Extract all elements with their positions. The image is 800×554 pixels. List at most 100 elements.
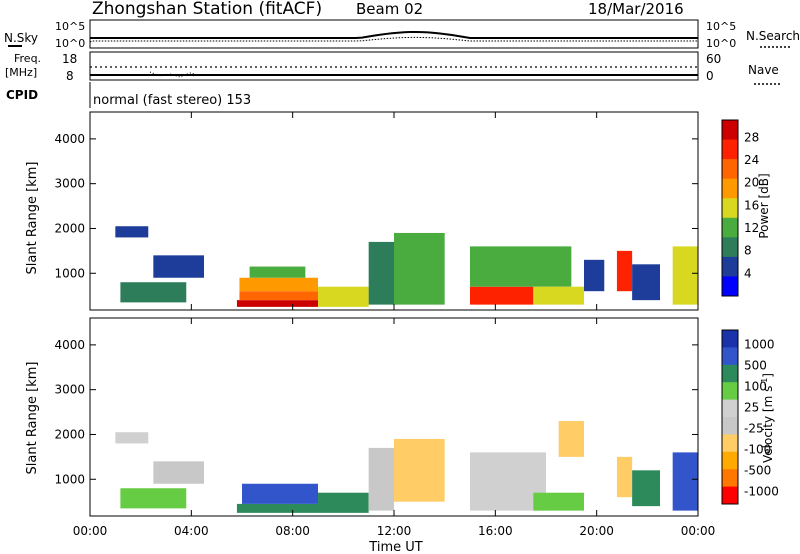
power-cell-8 [368, 241, 394, 305]
v-colorbar-swatch-3 [722, 382, 738, 401]
power-cell-3 [236, 300, 318, 307]
power-cell-12 [533, 286, 584, 305]
power-cell-0 [115, 226, 149, 238]
power-cell-5 [239, 277, 318, 292]
power-cell-9 [394, 232, 445, 305]
v-ytick-label-1: 2000 [54, 427, 85, 441]
v-colorbar-swatch-8 [722, 469, 738, 488]
nsky-strip [89, 19, 699, 49]
p-colorbar-tick-6: 28 [744, 130, 759, 144]
v-colorbar-tick-4: -25 [744, 422, 764, 436]
p-ytick-label-3: 4000 [54, 132, 85, 146]
p-colorbar-swatch-2 [722, 159, 738, 180]
p-ytick-label-0: 1000 [54, 266, 85, 280]
velocity-cell-0 [115, 432, 149, 444]
p-ytick-label-2: 3000 [54, 177, 85, 191]
velocity-y-ticks: 1000 2000 3000 4000 [54, 338, 698, 486]
power-cell-15 [632, 264, 660, 301]
power-cell-16 [672, 246, 698, 305]
freq-label: Freq. [14, 52, 41, 65]
v-colorbar-tick-5: -100 [744, 442, 771, 456]
power-cell-1 [120, 282, 187, 303]
velocity-colorbar-label: Velocity [m s-1] [760, 373, 775, 463]
velocity-cell-1 [120, 488, 187, 509]
cpid-label: CPID [6, 88, 38, 102]
v-ytick-label-0: 1000 [54, 472, 85, 486]
velocity-ylabel: Slant Range [km] [25, 362, 40, 475]
p-colorbar-swatch-4 [722, 198, 738, 219]
v-colorbar-tick-1: 500 [744, 359, 767, 373]
p-colorbar-swatch-7 [722, 256, 738, 277]
beam-label: Beam 02 [356, 0, 423, 18]
velocity-cell-5 [318, 492, 369, 513]
station-title: Zhongshan Station (fitACF) [92, 0, 322, 19]
nave-tick-high: 60 [706, 52, 721, 66]
nave-label: Nave [748, 63, 779, 77]
xtick-label-2: 08:00 [275, 524, 310, 538]
freq-tick-low: 8 [66, 69, 74, 83]
p-colorbar-swatch-8 [722, 276, 738, 297]
v-colorbar-swatch-1 [722, 347, 738, 366]
velocity-cell-10 [558, 421, 584, 457]
power-cell-7 [318, 286, 369, 307]
nsky-tick-high: 10^5 [55, 20, 85, 33]
power-cell-14 [616, 250, 633, 292]
power-ylabel: Slant Range [km] [25, 162, 40, 275]
p-colorbar-swatch-5 [722, 217, 738, 238]
velocity-cell-11 [616, 456, 633, 498]
v-colorbar-tick-3: 25 [744, 401, 759, 415]
v-colorbar-tick-6: -500 [744, 463, 771, 477]
x-axis-label: Time UT [368, 540, 422, 554]
p-colorbar-swatch-6 [722, 237, 738, 258]
p-colorbar-swatch-3 [722, 178, 738, 199]
p-colorbar-tick-5: 24 [744, 153, 759, 167]
power-cell-11 [470, 246, 572, 287]
p-colorbar-tick-0: 4 [744, 266, 752, 280]
xtick-label-1: 04:00 [174, 524, 209, 538]
v-colorbar-tick-0: 1000 [744, 338, 775, 352]
power-cell-10 [470, 286, 534, 305]
nsky-series-line [90, 31, 698, 39]
velocity-x-ticks: 00:00 04:00 08:00 12:00 16:00 20:00 00:00 [73, 318, 716, 538]
v-colorbar-swatch-4 [722, 399, 738, 418]
nsearch-label: N.Search [746, 29, 800, 43]
v-colorbar-swatch-2 [722, 364, 738, 383]
p-colorbar-tick-2: 12 [744, 221, 759, 235]
power-colorbar-label: Power [dB] [757, 173, 771, 238]
nsearch-tick-high: 10^5 [706, 20, 736, 33]
p-ytick-label-1: 2000 [54, 221, 85, 235]
xtick-label-4: 16:00 [478, 524, 513, 538]
v-colorbar-swatch-5 [722, 417, 738, 435]
nave-tick-low: 0 [706, 69, 714, 83]
freq-strip [89, 51, 699, 81]
velocity-cell-9 [533, 492, 584, 511]
cpid-text: normal (fast stereo) 153 [93, 93, 251, 108]
v-colorbar-swatch-6 [722, 434, 738, 453]
xtick-label-0: 00:00 [73, 524, 108, 538]
freq-tick-high: 18 [62, 52, 77, 66]
velocity-colorbar: 1000 500 100 25 -25 -100 -500 -1000 [721, 329, 779, 505]
velocity-cell-6 [368, 447, 394, 511]
velocity-cell-13 [672, 452, 698, 511]
p-colorbar-swatch-0 [722, 120, 738, 141]
nsky-label: N.Sky [4, 31, 38, 45]
v-colorbar-swatch-0 [722, 330, 738, 348]
velocity-cell-7 [394, 438, 445, 502]
power-cell-6 [249, 266, 306, 278]
power-cell-2 [153, 255, 204, 278]
p-colorbar-tick-4: 20 [744, 176, 759, 190]
power-y-ticks: 1000 2000 3000 4000 [54, 132, 698, 280]
power-colorbar: 4 8 12 16 20 24 28 [721, 119, 759, 297]
v-colorbar-frame [721, 329, 739, 505]
p-colorbar-swatch-1 [722, 139, 738, 160]
v-colorbar-tick-7: -1000 [744, 484, 779, 498]
velocity-data-cells [115, 421, 698, 513]
power-cell-4 [239, 291, 318, 301]
v-colorbar-tick-2: 100 [744, 380, 767, 394]
velocity-cell-4 [242, 483, 318, 504]
nsky-tick-low: 10^0 [55, 37, 85, 50]
p-colorbar-frame [721, 119, 739, 297]
xtick-label-6: 00:00 [681, 524, 716, 538]
xtick-label-3: 12:00 [377, 524, 412, 538]
